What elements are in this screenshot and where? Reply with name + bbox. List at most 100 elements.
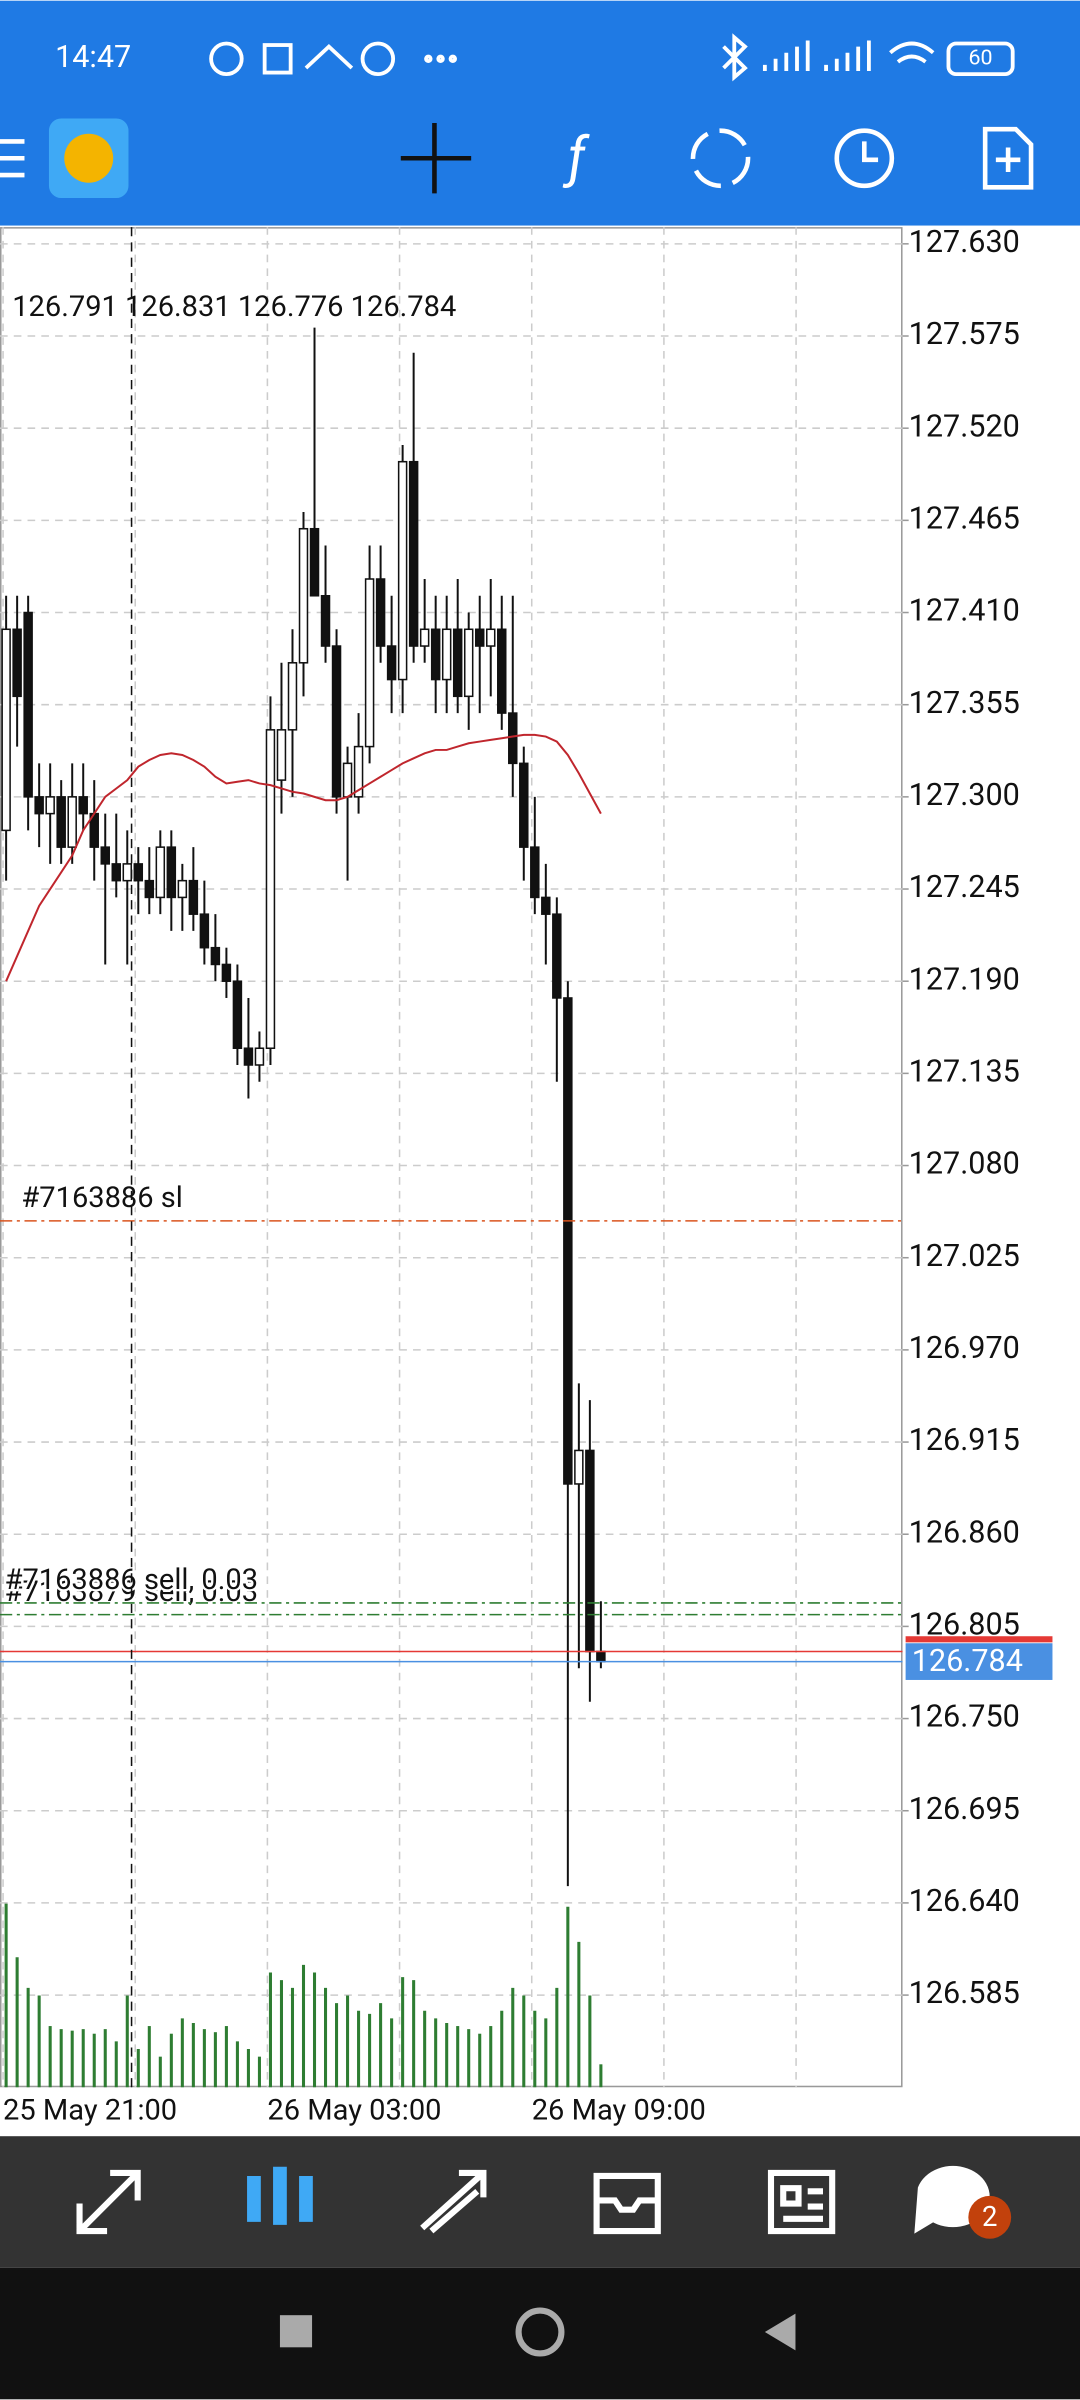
candle-body [12,628,22,698]
candle-body [519,762,529,848]
y-tick-label: 127.300 [909,778,1020,813]
candle-body [23,611,33,798]
y-tick-label: 126.750 [909,1700,1020,1735]
candle-body [364,578,375,748]
candle-body [320,594,331,647]
x-tick-label: 25 May 21:00 [3,2093,177,2127]
candle-body [463,628,474,698]
candle-body [563,997,573,1485]
badge-count: 2 [982,2200,997,2233]
new-order-button[interactable] [982,126,1034,190]
y-tick-label: 126.860 [909,1515,1020,1550]
y-tick-label: 127.080 [909,1147,1020,1182]
candle-body [243,1047,254,1066]
candle-body [430,628,441,681]
clock-hands [862,141,879,163]
candle-body [56,796,66,848]
candle-body [232,980,243,1050]
candle-body [486,628,496,647]
candle-body [452,628,463,698]
candle-body [199,913,210,949]
ask-marker [905,1636,1053,1643]
nav-quotes[interactable] [76,2169,141,2235]
x-tick-label: 26 May 03:00 [267,2093,441,2127]
candle-body [287,662,298,731]
y-tick-label: 126.585 [909,1976,1020,2011]
nav-news[interactable] [767,2169,836,2235]
nav-chart[interactable] [247,2166,313,2225]
candle-body [353,745,364,798]
y-tick-label: 127.025 [909,1239,1020,1274]
candle-body [508,712,518,765]
home-button[interactable] [515,2307,565,2357]
candle-body [397,460,408,681]
candle-body [552,913,562,999]
candle-body [45,796,55,815]
toolbar: ƒ [0,118,1034,199]
y-tick-label: 126.640 [909,1884,1020,1919]
y-tick-label: 127.410 [909,594,1020,629]
candle-body [265,729,276,1050]
y-tick-label: 127.630 [909,225,1020,260]
trade-button[interactable] [690,128,751,189]
candle-body [298,527,309,664]
y-tick-label: 126.970 [909,1331,1020,1366]
chart-frame [0,227,903,2088]
nav-icons [76,2165,990,2235]
app-logo-mark [64,133,114,183]
candle-body [210,946,221,966]
candle-body [111,863,122,882]
candle-body [585,1449,595,1653]
y-tick-label: 126.695 [909,1792,1020,1827]
candle-body [166,846,177,899]
candle-body [375,578,386,647]
candle-body [276,729,287,781]
candle-body [497,628,507,714]
nav-trade[interactable] [420,2169,487,2234]
ohlc-label: 126.791 126.831 126.776 126.784 [12,290,456,324]
x-tick-label: 26 May 09:00 [532,2093,706,2127]
y-tick-label: 126.915 [909,1423,1020,1458]
candle-body [177,879,188,899]
candle-body [541,896,551,915]
crosshair-button[interactable] [400,123,472,194]
bottom-nav [0,2136,1080,2268]
back-button[interactable] [764,2313,796,2351]
header-bg [0,0,1080,226]
candle-body [342,762,353,798]
menu-button[interactable] [0,139,25,178]
nav-history[interactable] [593,2172,661,2235]
recent-button[interactable] [279,2315,313,2348]
candle-body [331,645,342,798]
timeframe-button[interactable] [834,128,895,189]
candle-body [408,460,419,647]
candle-body [474,628,485,647]
battery-level: 60 [969,45,993,70]
candle-body [596,1650,606,1663]
candle-body [34,796,44,815]
candle-body [67,796,77,848]
candle-body [122,863,133,882]
candle-body [419,628,430,647]
y-tick-label: 127.575 [909,317,1020,352]
candle-body [1,628,11,832]
candle-body [188,879,199,915]
candle-body [100,846,110,865]
bid-box [905,1643,1053,1680]
y-tick-label: 127.520 [909,409,1020,444]
status-icons [209,33,1015,82]
candle-body [574,1449,584,1485]
candle-body [254,1047,265,1066]
candle-body [309,527,320,597]
badge [968,2195,1012,2239]
y-tick-label: 127.135 [909,1054,1020,1089]
candle-body [155,846,166,899]
candle-body [133,863,144,882]
candle-body [441,628,452,681]
chart: 127.630 127.575 127.520 127.465 127.410 127.3… [0,225,1053,2127]
candle-body [78,796,88,815]
candle-body [144,879,155,899]
status-time: 14:47 [55,40,131,75]
y-tick-label: 127.465 [909,501,1020,536]
